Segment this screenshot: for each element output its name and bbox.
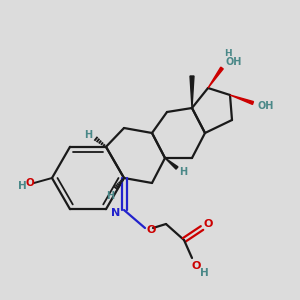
Text: OH: OH <box>226 57 242 67</box>
Text: OH: OH <box>258 101 274 111</box>
Text: O: O <box>26 178 34 188</box>
Text: H: H <box>84 130 92 140</box>
Text: O: O <box>203 219 213 229</box>
Text: H: H <box>200 268 208 278</box>
Polygon shape <box>230 95 253 104</box>
Text: H: H <box>106 191 114 201</box>
Text: O: O <box>191 261 201 271</box>
Polygon shape <box>208 67 223 88</box>
Polygon shape <box>190 76 194 108</box>
Text: H: H <box>18 181 26 191</box>
Polygon shape <box>165 158 178 169</box>
Text: H: H <box>224 50 232 58</box>
Text: O: O <box>146 225 156 235</box>
Text: H: H <box>179 167 187 177</box>
Text: N: N <box>111 208 121 218</box>
